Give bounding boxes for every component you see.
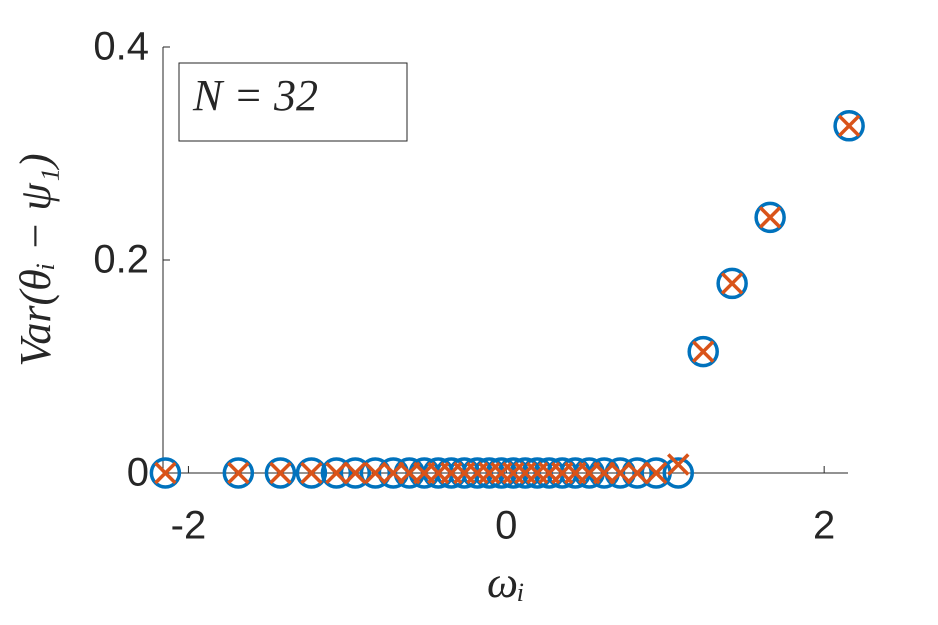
cross-marker (269, 461, 292, 485)
cross-marker (300, 461, 323, 485)
y-tick-label: 0.2 (93, 238, 149, 282)
circle-marker (222, 457, 255, 489)
cross-marker (609, 461, 632, 485)
circle-marker (320, 457, 353, 489)
circle-marker (295, 457, 328, 489)
circle-marker (833, 110, 865, 142)
cross-marker (626, 461, 649, 485)
circle-marker (716, 267, 748, 300)
x-tick-label: 0 (495, 504, 517, 548)
cross-marker (667, 453, 690, 476)
cross-marker (382, 461, 405, 485)
circle-marker (754, 201, 786, 234)
cross-marker (837, 114, 861, 138)
x-tick-label: 2 (813, 504, 835, 548)
circle-marker (149, 457, 182, 489)
y-tick-label: 0 (127, 451, 149, 495)
cross-marker (154, 461, 177, 485)
circle-marker (359, 457, 392, 489)
circle-marker (621, 457, 654, 489)
cross-marker (720, 272, 744, 295)
circle-marker (687, 335, 719, 368)
cross-marker (758, 206, 782, 229)
cross-marker (344, 461, 367, 485)
x-tick-label: -2 (171, 504, 207, 548)
cross-marker (644, 461, 668, 485)
cross-marker (691, 340, 715, 363)
circle-marker (662, 457, 695, 489)
circle-marker (264, 457, 297, 489)
annotation: N = 32 (192, 71, 318, 120)
circle-marker (339, 457, 372, 489)
cross-marker (325, 461, 348, 485)
y-tick-label: 0.4 (93, 25, 149, 69)
annotation-box (178, 62, 408, 142)
cross-marker (592, 461, 616, 485)
x-axis-label: ωᵢ (487, 558, 525, 607)
cross-marker (364, 461, 387, 485)
cross-marker (227, 461, 250, 485)
y-axis-label: Var(θᵢ − ψ₁) (11, 153, 60, 366)
